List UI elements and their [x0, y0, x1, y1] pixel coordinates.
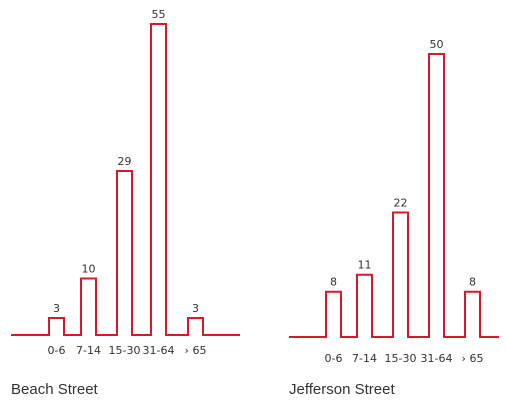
- chart-0-tick-label-2: 15-30: [109, 344, 141, 357]
- chart-0-outline: [11, 23, 240, 336]
- chart-title-jefferson-street: Jefferson Street: [289, 381, 395, 398]
- chart-0-tick-label-1: 7-14: [76, 344, 101, 357]
- chart-1-bar-1: [357, 275, 372, 337]
- chart-0-bar-0: [49, 318, 64, 335]
- chart-1-outline: [289, 53, 499, 338]
- chart-1-bar-4: [465, 292, 480, 337]
- chart-0-tick-label-3: 31-64: [143, 344, 175, 357]
- chart-1-tick-label-4: › 65: [462, 352, 484, 365]
- chart-1-tick-label-0: 0-6: [325, 352, 343, 365]
- chart-0-bar-1: [81, 279, 96, 336]
- chart-1-value-label-3: 50: [430, 38, 444, 51]
- chart-1-bar-0: [326, 292, 341, 337]
- chart-0-value-label-1: 10: [82, 263, 96, 276]
- chart-0-value-label-0: 3: [53, 302, 60, 315]
- chart-1-bar-3: [429, 54, 444, 337]
- chart-0: 3 0-6 10 7-14 29 15-30 55 31-64 3 › 65: [11, 8, 240, 357]
- chart-1-bar-2: [393, 213, 408, 338]
- chart-1-tick-label-2: 15-30: [385, 352, 417, 365]
- chart-0-tick-label-0: 0-6: [48, 344, 66, 357]
- chart-1-tick-label-1: 7-14: [352, 352, 377, 365]
- chart-0-value-label-3: 55: [152, 8, 166, 21]
- chart-0-tick-label-4: › 65: [185, 344, 207, 357]
- chart-1: 8 0-6 11 7-14 22 15-30 50 31-64 8 › 65: [289, 38, 499, 365]
- chart-0-value-label-4: 3: [192, 302, 199, 315]
- chart-1-value-label-1: 11: [358, 259, 372, 272]
- chart-title-beach-street: Beach Street: [11, 381, 98, 398]
- chart-0-value-label-2: 29: [118, 155, 132, 168]
- chart-1-value-label-4: 8: [469, 276, 476, 289]
- chart-1-value-label-2: 22: [394, 197, 408, 210]
- chart-0-bar-4: [188, 318, 203, 335]
- chart-1-tick-label-3: 31-64: [421, 352, 453, 365]
- chart-1-value-label-0: 8: [330, 276, 337, 289]
- chart-0-bar-2: [117, 171, 132, 335]
- chart-0-bar-3: [151, 24, 166, 335]
